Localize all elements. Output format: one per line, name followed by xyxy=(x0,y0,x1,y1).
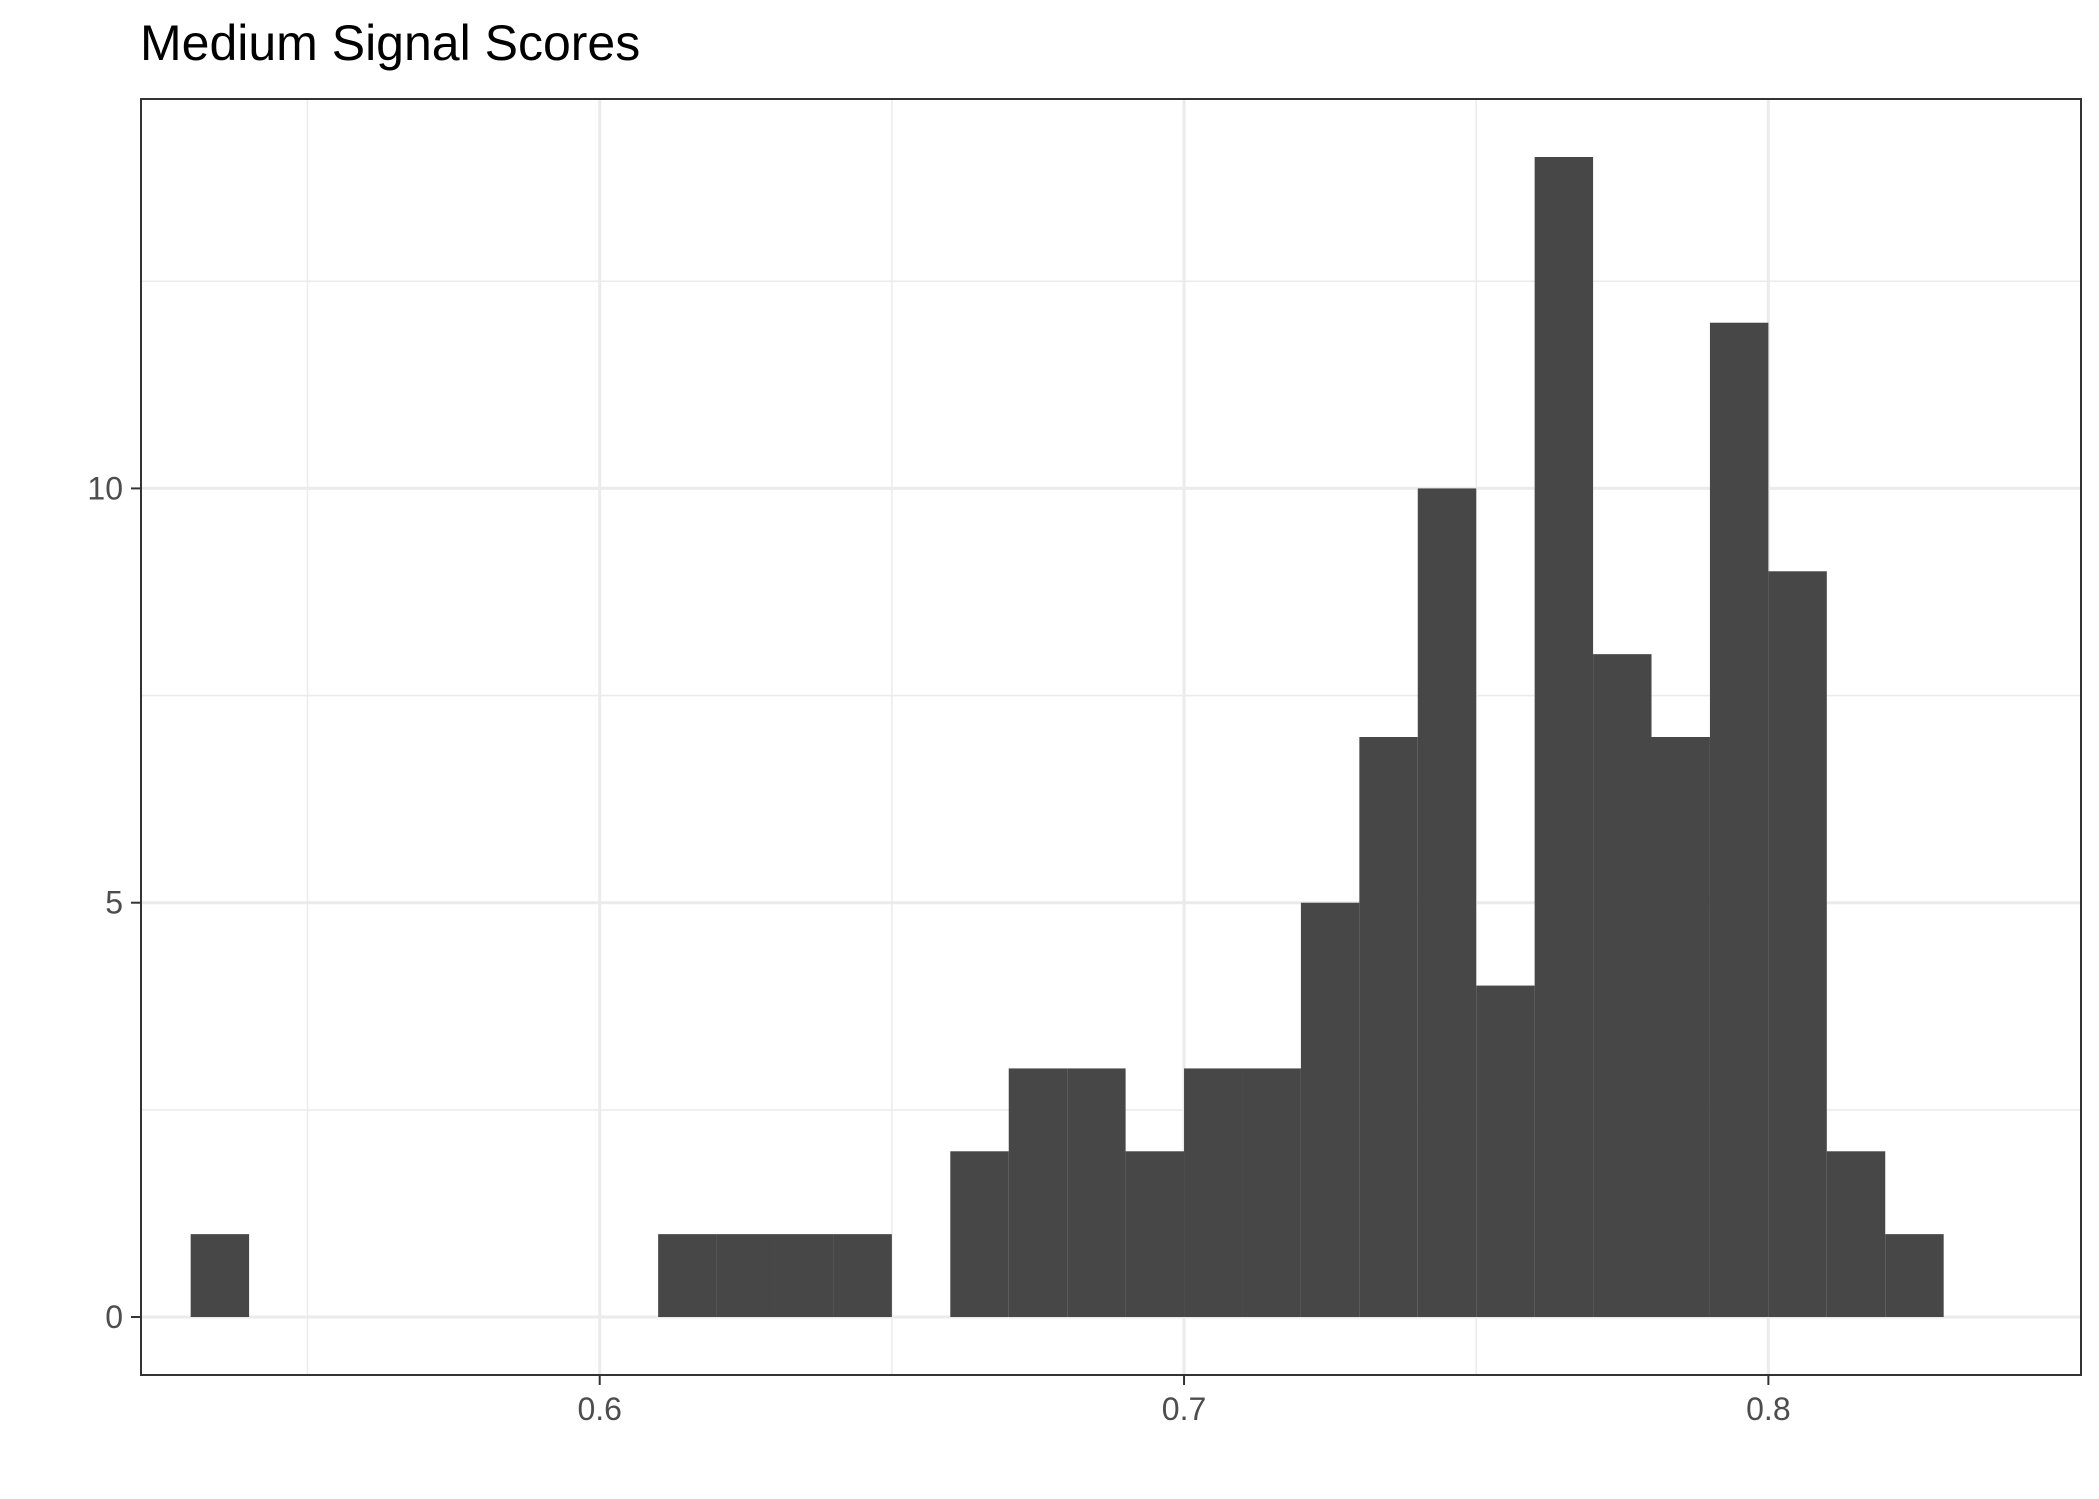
histogram-bar xyxy=(1067,1068,1126,1317)
histogram-bar xyxy=(1534,157,1594,1317)
y-tick-label: 0 xyxy=(105,1299,123,1335)
histogram-bar xyxy=(1476,985,1535,1317)
histogram-bar xyxy=(1359,737,1418,1317)
histogram-bar xyxy=(1768,571,1827,1317)
chart-title: Medium Signal Scores xyxy=(140,15,641,71)
histogram-bar xyxy=(1125,1151,1185,1317)
plot-panel-border xyxy=(140,98,2082,1376)
histogram-bar xyxy=(1593,654,1652,1317)
histogram-bar xyxy=(1885,1234,1944,1317)
histogram-bar xyxy=(1008,1068,1068,1317)
y-tick-label: 5 xyxy=(105,885,123,921)
x-tick-label: 0.8 xyxy=(1746,1391,1790,1427)
histogram-bar xyxy=(190,1234,250,1317)
histogram-bar xyxy=(1651,737,1710,1317)
histogram-bar xyxy=(1417,488,1477,1317)
histogram-bar xyxy=(1709,322,1769,1317)
bar-layer xyxy=(190,157,1944,1317)
histogram-bar xyxy=(1184,1068,1243,1317)
histogram-bar xyxy=(1826,1151,1886,1317)
histogram-bar xyxy=(833,1234,892,1317)
histogram-bar xyxy=(1242,1068,1301,1317)
histogram-bar xyxy=(775,1234,834,1317)
y-tick-label: 10 xyxy=(87,470,123,506)
axis-layer: 0.6 0.7 0.8 0 5 10 xyxy=(87,470,1790,1427)
x-tick-label: 0.6 xyxy=(577,1391,621,1427)
histogram-bar xyxy=(1300,902,1360,1317)
histogram-bar xyxy=(658,1234,717,1317)
x-tick-label: 0.7 xyxy=(1162,1391,1206,1427)
histogram-bar xyxy=(716,1234,776,1317)
histogram-bar xyxy=(950,1151,1009,1317)
